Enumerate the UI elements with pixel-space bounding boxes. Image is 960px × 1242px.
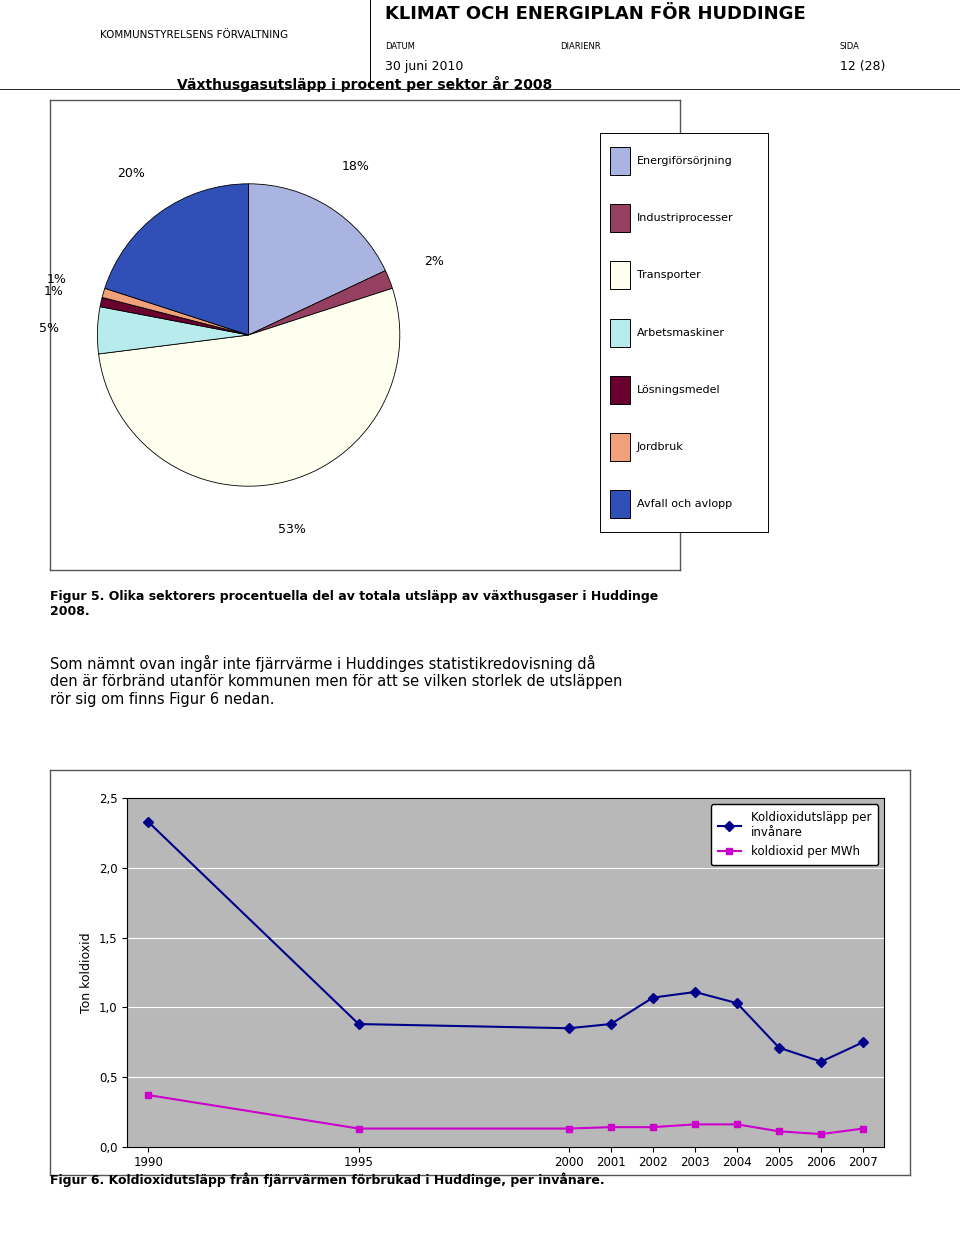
Text: Industriprocesser: Industriprocesser [637,214,733,224]
Title: Växthusgasutsläpp i procent per sektor år 2008: Växthusgasutsläpp i procent per sektor å… [178,76,553,92]
Legend: Koldioxidutsläpp per
invånare, koldioxid per MWh: Koldioxidutsläpp per invånare, koldioxid… [710,805,878,866]
FancyBboxPatch shape [611,319,630,347]
Wedge shape [99,288,399,486]
FancyBboxPatch shape [611,376,630,404]
Text: Som nämnt ovan ingår inte fjärrvärme i Huddinges statistikredovisning då
den är : Som nämnt ovan ingår inte fjärrvärme i H… [50,655,622,707]
Text: 30 juni 2010: 30 juni 2010 [385,60,464,73]
Text: Jordbruk: Jordbruk [637,442,684,452]
FancyBboxPatch shape [611,491,630,518]
Text: 53%: 53% [278,523,306,537]
Text: KLIMAT OCH ENERGIPLAN FÖR HUDDINGE: KLIMAT OCH ENERGIPLAN FÖR HUDDINGE [385,5,805,24]
Text: 1%: 1% [47,273,67,286]
Text: 1%: 1% [44,284,63,298]
FancyBboxPatch shape [611,204,630,232]
Text: Lösningsmedel: Lösningsmedel [637,385,721,395]
Wedge shape [105,184,249,335]
FancyBboxPatch shape [611,433,630,461]
Wedge shape [249,184,385,335]
Text: DIARIENR: DIARIENR [560,42,601,51]
Text: KOMMUNSTYRELSENS FÖRVALTNING: KOMMUNSTYRELSENS FÖRVALTNING [100,30,288,40]
Text: 5%: 5% [39,322,60,335]
FancyBboxPatch shape [611,147,630,175]
Text: Transporter: Transporter [637,271,701,281]
Text: Figur 5. Olika sektorers procentuella del av totala utsläpp av växthusgaser i Hu: Figur 5. Olika sektorers procentuella de… [50,590,659,619]
Wedge shape [249,271,393,335]
Wedge shape [102,288,249,335]
Text: 2%: 2% [424,255,444,268]
Wedge shape [97,307,249,354]
Text: DATUM: DATUM [385,42,415,51]
FancyBboxPatch shape [611,261,630,289]
Text: 18%: 18% [342,160,370,173]
Wedge shape [100,297,249,335]
Text: Figur 6. Koldioxidutsläpp från fjärrvärmen förbrukad i Huddinge, per invånare.: Figur 6. Koldioxidutsläpp från fjärrvärm… [50,1172,605,1187]
Text: SIDA: SIDA [840,42,860,51]
Text: Energiförsörjning: Energiförsörjning [637,155,732,166]
Text: Avfall och avlopp: Avfall och avlopp [637,499,732,509]
Text: 12 (28): 12 (28) [840,60,885,73]
Text: Arbetsmaskiner: Arbetsmaskiner [637,328,725,338]
Y-axis label: Ton koldioxid: Ton koldioxid [81,933,93,1012]
Text: 20%: 20% [117,166,145,180]
